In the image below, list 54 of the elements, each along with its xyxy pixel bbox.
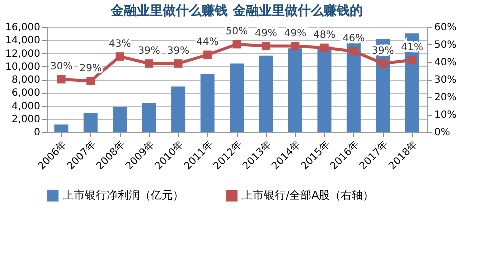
bar [200,74,215,132]
y-tick-label: 6,000 [12,88,40,100]
bar [318,46,332,132]
legend-label: 上市银行/全部A股（右轴） [242,189,374,202]
data-label: 49% [284,28,307,40]
point [378,60,388,68]
y-tick-label: 4,000 [12,101,40,112]
y2-tick-label: 60% [434,22,457,34]
point [262,42,270,50]
data-label: 43% [108,38,132,50]
chart-title: 金融业里做什么赚钱 金融业里做什么赚钱的 [110,3,363,19]
y-tick-label: 0 [34,128,40,138]
y2-tick-label: 10% [434,110,457,121]
data-label: 48% [314,30,336,41]
point [86,77,96,86]
y-tick-label: 10,000 [6,62,40,73]
y-tick-label: 14,000 [6,36,40,47]
y2-tick-label: 40% [434,58,457,68]
point [320,44,329,52]
data-label: 29% [80,63,102,74]
y2-tick-label: 20% [434,92,457,104]
point [116,52,124,61]
data-label: 46% [342,34,366,44]
bar [142,103,156,132]
legend-label: 上市银行净利润（亿元） [63,189,184,202]
bar [259,56,274,132]
point [145,60,154,68]
data-label: 50% [226,26,248,38]
point [350,47,358,56]
bar [346,42,361,132]
bar [113,107,128,132]
bar [84,112,98,132]
bar [230,64,244,132]
point [57,75,66,84]
y2-tick-label: 30% [434,75,457,86]
point [232,40,242,49]
data-label: 30% [50,62,73,72]
bar [172,86,186,132]
data-label: 44% [196,37,219,48]
y-tick-label: 8,000 [12,75,40,86]
y-tick-label: 12,000 [6,48,40,60]
data-label: 39% [138,46,160,57]
bar [54,124,69,132]
point [291,42,300,50]
y2-tick-label: 50% [434,40,457,51]
bar [288,48,302,132]
y-tick-label: 16,000 [6,22,40,34]
y-tick-label: 2,000 [12,114,40,126]
y2-tick-label: 0% [434,128,450,138]
data-label: 39% [167,46,190,57]
point [204,50,212,60]
point [408,56,417,64]
point [174,60,183,68]
data-label: 49% [255,28,278,40]
